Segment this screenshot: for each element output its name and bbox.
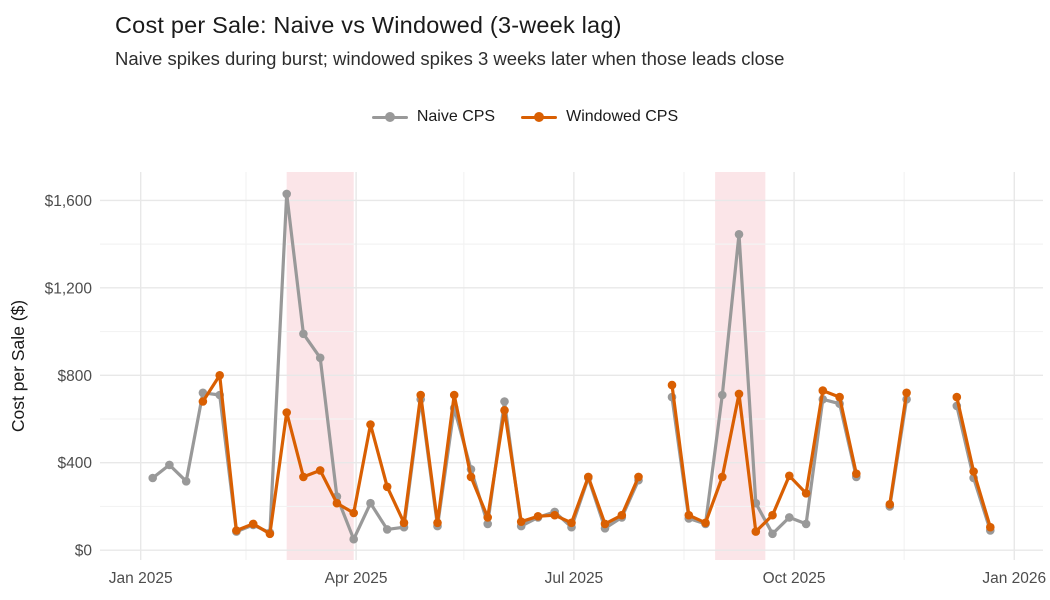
data-point-windowed — [282, 408, 292, 417]
data-point-naive — [148, 473, 157, 483]
y-axis-tick-label: $800 — [58, 368, 93, 385]
data-point-windowed — [835, 392, 844, 402]
data-point-windowed — [516, 517, 526, 526]
data-point-windowed — [584, 472, 593, 482]
data-point-naive — [718, 390, 727, 400]
data-point-windowed — [734, 389, 744, 399]
legend-label: Naive CPS — [416, 108, 496, 125]
data-point-windowed — [382, 482, 392, 492]
data-point-windowed — [885, 500, 895, 509]
chart-subtitle: Naive spikes during burst; windowed spik… — [115, 48, 785, 69]
data-point-naive — [198, 388, 208, 398]
data-point-naive — [734, 230, 744, 239]
data-point-windowed — [701, 518, 710, 528]
data-point-windowed — [248, 519, 258, 529]
data-point-windowed — [215, 371, 224, 380]
y-axis-tick-label: $0 — [75, 543, 93, 560]
data-point-naive — [366, 498, 375, 508]
data-point-windowed — [198, 397, 208, 406]
legend-key-icon — [371, 107, 408, 127]
data-point-windowed — [299, 472, 308, 482]
data-point-naive — [349, 534, 359, 544]
y-axis-tick-label: $400 — [58, 455, 93, 472]
data-point-windowed — [969, 467, 978, 476]
data-point-windowed — [785, 471, 794, 481]
data-point-naive — [768, 529, 777, 539]
data-point-windowed — [852, 469, 861, 479]
data-point-windowed — [667, 380, 677, 390]
data-point-naive — [165, 460, 174, 470]
data-point-windowed — [550, 510, 559, 520]
data-point-windowed — [533, 512, 543, 521]
data-point-windowed — [232, 526, 241, 535]
data-point-windowed — [466, 472, 476, 482]
data-point-windowed — [483, 513, 493, 522]
data-point-windowed — [265, 529, 275, 539]
data-point-naive — [483, 519, 493, 529]
data-point-naive — [785, 513, 794, 522]
data-point-windowed — [433, 518, 442, 528]
data-point-naive — [382, 525, 392, 534]
y-axis-tick-label: $1,200 — [45, 280, 93, 297]
data-point-windowed — [634, 472, 643, 482]
data-point-windowed — [567, 518, 576, 528]
data-point-windowed — [718, 472, 727, 482]
data-point-windowed — [449, 390, 459, 400]
data-point-windowed — [684, 510, 694, 520]
data-point-windowed — [500, 406, 509, 415]
y-axis-tick-label: $1,600 — [45, 193, 93, 210]
data-point-windowed — [416, 390, 426, 400]
x-axis-tick-label: Jan 2025 — [109, 570, 173, 587]
series-line-naive — [151, 192, 992, 541]
data-point-windowed — [902, 388, 911, 398]
data-point-naive — [801, 519, 811, 529]
legend-item-windowed-cps: Windowed CPS — [521, 107, 678, 127]
data-point-naive — [500, 397, 509, 406]
x-axis-tick-label: Jan 2026 — [982, 570, 1046, 587]
data-point-naive — [299, 329, 308, 339]
x-axis-tick-label: Jul 2025 — [545, 570, 604, 587]
x-axis-tick-label: Apr 2025 — [325, 570, 388, 587]
legend-key-icon — [521, 107, 558, 127]
data-point-windowed — [617, 510, 627, 520]
data-point-windowed — [986, 522, 995, 532]
data-point-windowed — [801, 489, 811, 498]
data-point-windowed — [818, 386, 828, 395]
data-point-windowed — [315, 466, 325, 475]
data-point-windowed — [332, 498, 342, 508]
data-point-windowed — [600, 519, 610, 529]
chart-title: Cost per Sale: Naive vs Windowed (3-week… — [115, 12, 622, 38]
data-point-windowed — [349, 508, 359, 518]
legend-item-naive-cps: Naive CPS — [371, 107, 496, 127]
legend-label: Windowed CPS — [566, 108, 679, 125]
data-point-windowed — [399, 518, 409, 528]
x-axis-tick-label: Oct 2025 — [763, 570, 826, 587]
data-point-windowed — [751, 527, 761, 536]
data-point-naive — [315, 353, 325, 363]
y-axis-title: Cost per Sale ($) — [8, 300, 28, 432]
legend: Naive CPS Windowed CPS — [0, 100, 1050, 134]
data-point-naive — [282, 189, 292, 199]
data-point-windowed — [366, 420, 375, 429]
data-point-naive — [181, 477, 191, 486]
data-point-windowed — [952, 392, 962, 402]
data-point-windowed — [768, 510, 777, 520]
